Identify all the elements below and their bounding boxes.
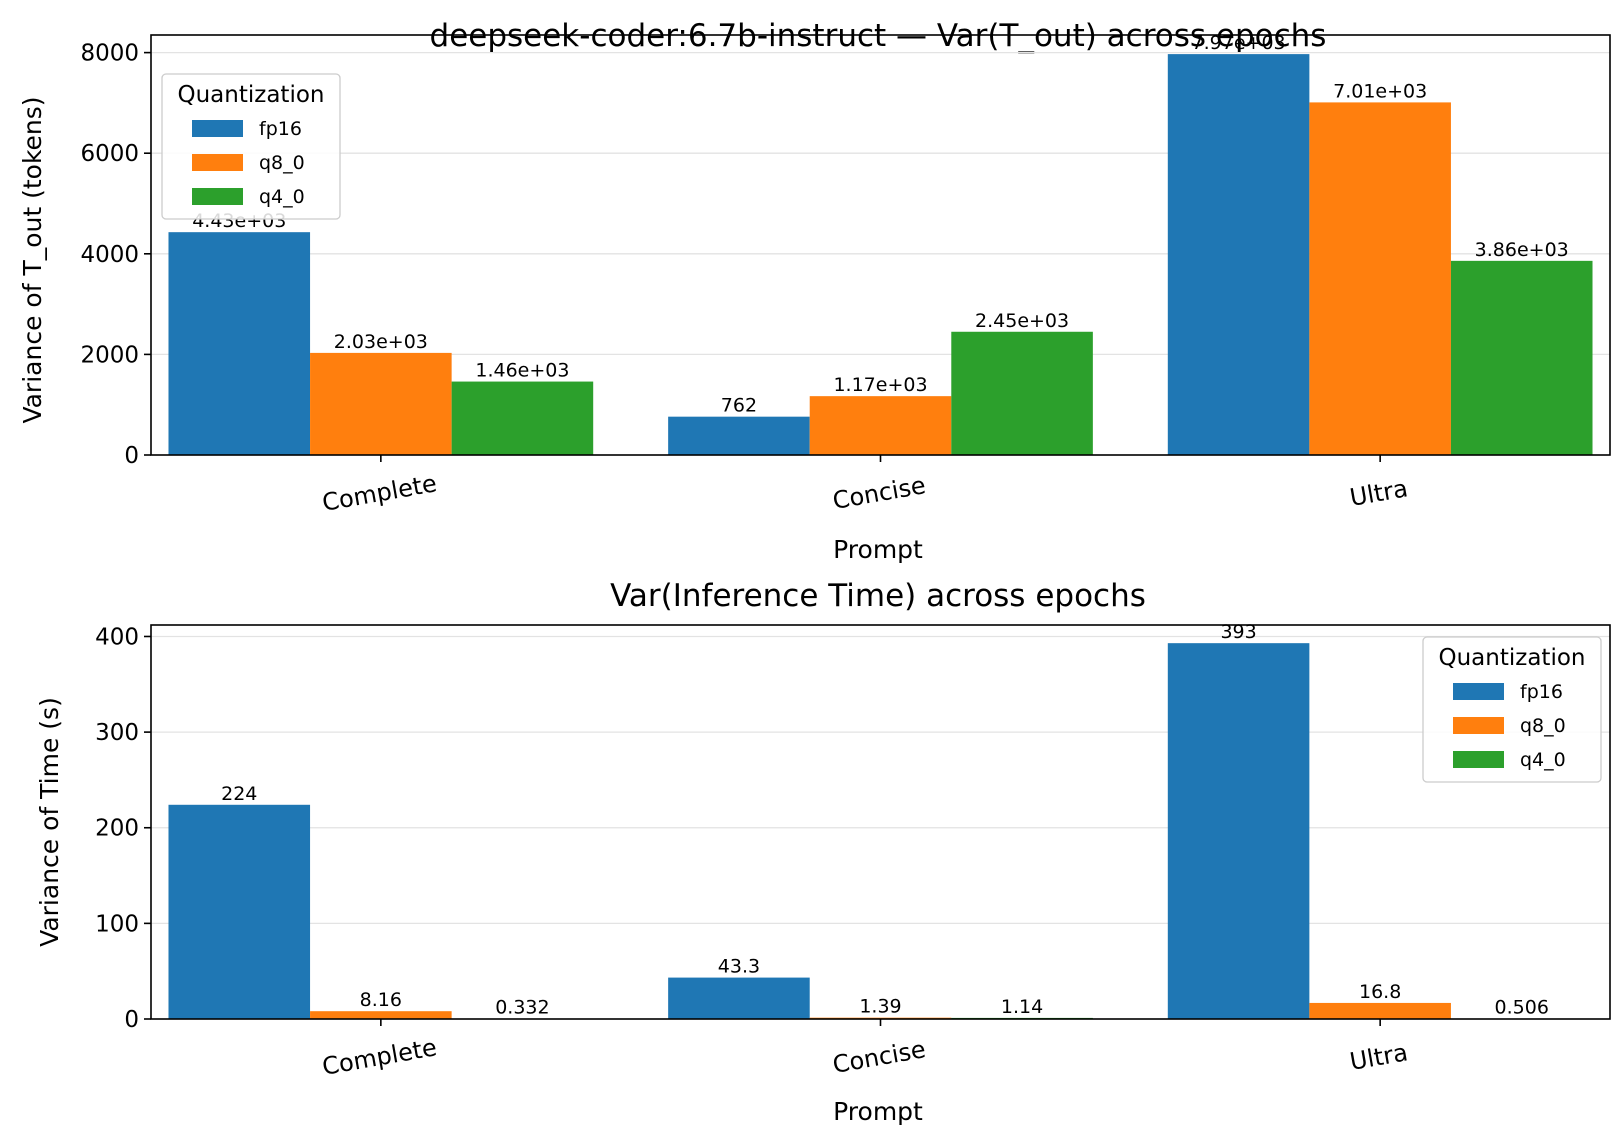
legend-swatch (192, 120, 243, 137)
x-axis-ticks: Complete Concise Ultra (320, 455, 1410, 517)
y-tick-label: 200 (95, 816, 139, 842)
legend-label: q8_0 (259, 152, 305, 174)
bar (668, 416, 810, 455)
bar (1309, 1002, 1451, 1019)
chart-title: deepseek-coder:6.7b-instruct — Var(T_out… (430, 18, 1327, 54)
legend-box (161, 73, 341, 220)
y-axis-label: Variance of Time (s) (35, 697, 64, 947)
y-tick-label: 4000 (80, 242, 139, 268)
data-label: 2.45e+03 (975, 310, 1069, 332)
y-tick-label: 8000 (80, 41, 139, 67)
plot-frame (150, 624, 1611, 1020)
legend-swatch (192, 188, 243, 205)
y-tick-label: 0 (124, 1007, 139, 1033)
legend: Quantization fp16 q8_0 q4_0 (1422, 636, 1602, 783)
data-label: 7.97e+03 (1192, 32, 1286, 54)
data-label: 1.39 (859, 996, 901, 1018)
data-label: 393 (1220, 621, 1256, 643)
legend-swatch (1453, 751, 1504, 768)
series-q4_0: 1.46e+03 2.45e+03 3.86e+03 (451, 239, 1593, 455)
legend-box (1422, 636, 1602, 783)
bar (168, 804, 311, 1019)
x-tick-label: Ultra (1348, 474, 1410, 512)
x-tick-label: Ultra (1348, 1038, 1410, 1076)
bar (310, 1011, 452, 1019)
bar (1167, 643, 1310, 1019)
x-tick-label: Complete (320, 469, 439, 517)
y-axis-label: Variance of T_out (tokens) (18, 96, 47, 423)
chart-token-variance: deepseek-coder:6.7b-instruct — Var(T_out… (18, 18, 1611, 564)
chart-title: Var(Inference Time) across epochs (610, 578, 1146, 614)
x-axis-label: Prompt (833, 535, 923, 564)
data-label: 16.8 (1359, 981, 1401, 1003)
data-label: 8.16 (360, 989, 402, 1011)
bar (168, 232, 311, 455)
series-q4_0: 0.332 1.14 0.506 (451, 996, 1593, 1019)
bar (951, 331, 1093, 455)
legend-title: Quantization (178, 82, 325, 108)
data-label: 3.86e+03 (1475, 239, 1569, 261)
data-label: 0.506 (1495, 997, 1549, 1019)
legend-label: q4_0 (259, 186, 305, 208)
data-label: 762 (721, 395, 757, 417)
bar (1309, 102, 1451, 456)
y-tick-label: 400 (95, 624, 139, 650)
legend-label: q4_0 (1520, 749, 1566, 771)
data-label: 2.03e+03 (334, 331, 428, 353)
x-tick-label: Concise (830, 1035, 927, 1079)
data-label: 0.332 (495, 997, 549, 1019)
y-tick-label: 300 (95, 720, 139, 746)
chart-time-variance: Var(Inference Time) across epochs Prompt… (35, 578, 1611, 1126)
x-axis-ticks: Complete Concise Ultra (320, 1019, 1410, 1081)
legend-swatch (1453, 683, 1504, 700)
series-q8_0: 2.03e+03 1.17e+03 7.01e+03 (310, 80, 1451, 456)
data-label: 7.01e+03 (1333, 80, 1427, 102)
legend-label: fp16 (259, 118, 302, 140)
y-tick-label: 2000 (80, 342, 139, 368)
data-label: 1.46e+03 (475, 360, 569, 382)
legend-swatch (1453, 717, 1504, 734)
y-axis-ticks: 0 100 200 300 400 (95, 624, 151, 1033)
legend-label: q8_0 (1520, 715, 1566, 737)
data-label: 1.14 (1001, 996, 1043, 1018)
series-fp16: 224 43.3 393 (168, 621, 1310, 1019)
x-tick-label: Complete (320, 1033, 439, 1081)
legend: Quantization fp16 q8_0 q4_0 (161, 73, 341, 220)
y-tick-label: 0 (124, 443, 139, 469)
x-tick-label: Concise (830, 471, 927, 515)
x-axis-label: Prompt (833, 1097, 923, 1126)
bar (809, 396, 952, 455)
bar (310, 352, 452, 455)
bar (1450, 260, 1593, 455)
legend-swatch (192, 154, 243, 171)
bar (1167, 54, 1310, 456)
legend-label: fp16 (1520, 681, 1563, 703)
legend-title: Quantization (1439, 645, 1586, 671)
bar (451, 381, 594, 455)
grid (151, 635, 1610, 1020)
data-label: 224 (221, 783, 257, 805)
bar (668, 977, 810, 1019)
y-tick-label: 6000 (80, 141, 139, 167)
y-tick-label: 100 (95, 911, 139, 937)
y-axis-ticks: 0 2000 4000 6000 8000 (80, 41, 151, 469)
data-label: 1.17e+03 (833, 374, 927, 396)
data-label: 43.3 (718, 956, 760, 978)
